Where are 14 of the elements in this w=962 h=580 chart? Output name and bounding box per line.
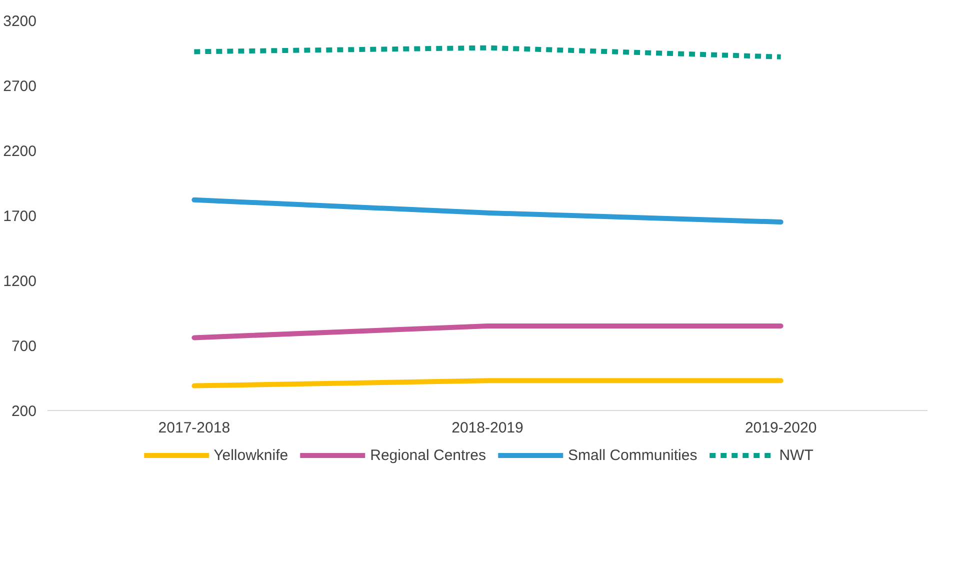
legend-label: Yellowknife	[214, 446, 288, 464]
y-tick-label: 1200	[3, 273, 37, 290]
y-tick-label: 3200	[3, 13, 37, 30]
x-tick-label: 2019-2020	[744, 420, 817, 436]
y-tick-label: 700	[11, 338, 37, 355]
legend-label: Small Communities	[568, 446, 698, 464]
y-tick-label: 2200	[3, 143, 37, 160]
y-tick-label: 2700	[3, 78, 37, 95]
legend-label: Regional Centres	[370, 446, 486, 464]
y-tick-label: 1700	[3, 208, 37, 225]
x-tick-label: 2017-2018	[158, 420, 230, 436]
x-tick-label: 2018-2019	[452, 420, 524, 436]
legend-label: NWT	[779, 446, 814, 464]
y-tick-label: 200	[11, 403, 37, 420]
